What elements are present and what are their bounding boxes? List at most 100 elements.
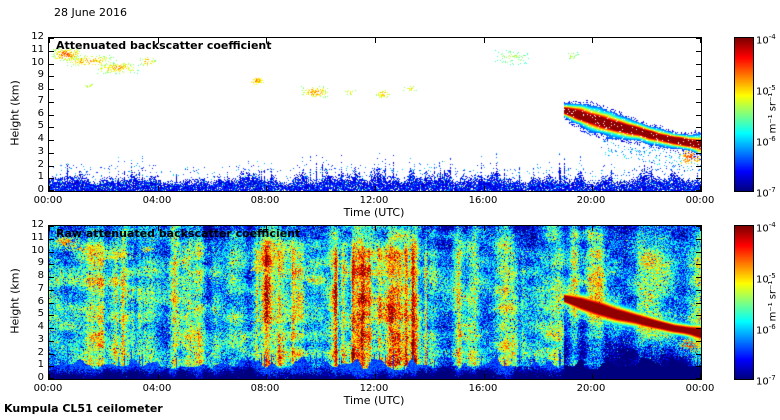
y-axis-tick [49,178,54,179]
x-axis-tick [158,374,159,379]
x-axis-tick [700,226,701,231]
y-tick-label: 6 [37,108,44,119]
y-axis-tick [696,328,701,329]
x-tick-label: 04:00 [142,383,172,394]
y-axis-tick [696,64,701,65]
y-axis-tick [696,366,701,367]
y-axis-tick [49,303,54,304]
heatmap-canvas-top [49,38,701,191]
y-tick-label: 5 [37,308,44,319]
y-axis-tick [49,290,54,291]
x-tick-label: 04:00 [142,195,172,206]
y-tick-label: 8 [37,270,44,281]
x-axis-tick [592,374,593,379]
y-axis-tick [696,252,701,253]
x-axis-tick [266,226,267,231]
y-tick-label: 10 [31,245,44,256]
colorbar-units-top: m⁻¹ sr⁻¹ [767,92,779,134]
x-axis-tick [375,374,376,379]
y-axis-tick [49,366,54,367]
date-label: 28 June 2016 [54,6,127,19]
y-axis-tick [696,102,701,103]
x-tick-label: 08:00 [250,383,280,394]
x-axis-tick [484,186,485,191]
x-axis-tick [700,186,701,191]
y-axis-tick [49,190,54,191]
y-tick-label: 2 [37,159,44,170]
y-tick-label: 3 [37,146,44,157]
y-tick-label: 2 [37,347,44,358]
x-axis-tick [375,226,376,231]
y-axis-tick [696,115,701,116]
y-axis-tick [49,153,54,154]
plot-area-raw: Raw attenuated backscatter coefficient [48,225,702,380]
y-tick-label: 0 [37,372,44,383]
x-tick-label: 16:00 [468,195,498,206]
x-axis-tick [484,38,485,43]
x-tick-label: 08:00 [250,195,280,206]
x-tick-label: 00:00 [685,195,715,206]
x-tick-label: 00:00 [33,195,63,206]
y-tick-label: 12 [31,31,44,42]
y-axis-tick [696,153,701,154]
x-axis-tick [49,38,50,43]
y-axis-tick [696,89,701,90]
y-tick-label: 9 [37,257,44,268]
colorbar-tick-label: 10-5 [756,84,776,98]
x-tick-label: 16:00 [468,383,498,394]
colorbar-tick-label: 10-4 [756,33,776,47]
y-axis-tick [49,341,54,342]
y-tick-label: 3 [37,334,44,345]
y-tick-label: 1 [37,171,44,182]
y-axis-tick [696,315,701,316]
x-axis-tick [266,38,267,43]
x-axis-tick [484,226,485,231]
plot-title-top: Attenuated backscatter coefficient [56,39,272,52]
y-axis-tick [696,127,701,128]
x-tick-label: 00:00 [33,383,63,394]
y-axis-tick [49,76,54,77]
x-axis-tick [700,38,701,43]
x-axis-tick [158,38,159,43]
y-axis-tick [696,166,701,167]
colorbar-top [734,37,754,192]
y-axis-tick [696,178,701,179]
y-tick-label: 9 [37,69,44,80]
colorbar-gradient-bottom [735,226,753,379]
x-tick-label: 20:00 [576,383,606,394]
y-axis-tick [696,76,701,77]
y-axis-tick [49,64,54,65]
x-axis-tick [49,186,50,191]
y-tick-label: 4 [37,133,44,144]
plot-title-bottom: Raw attenuated backscatter coefficient [56,227,301,240]
y-axis-tick [49,102,54,103]
x-axis-tick [158,226,159,231]
y-tick-label: 4 [37,321,44,332]
y-tick-label: 10 [31,57,44,68]
y-axis-tick [696,341,701,342]
colorbar-tick-label: 10-7 [756,374,776,388]
y-tick-label: 11 [31,232,44,243]
instrument-label: Kumpula CL51 ceilometer [4,402,163,415]
y-axis-tick [49,328,54,329]
colorbar-bottom [734,225,754,380]
colorbar-tick-label: 10-6 [756,135,776,149]
x-tick-label: 00:00 [685,383,715,394]
x-axis-tick [375,38,376,43]
y-axis-tick [696,190,701,191]
y-axis-tick [696,354,701,355]
x-tick-label: 12:00 [359,195,389,206]
y-axis-tick [696,277,701,278]
colorbar-gradient-top [735,38,753,191]
colorbar-tick-label: 10-7 [756,186,776,200]
y-axis-tick [49,264,54,265]
colorbar-tick-label: 10-5 [756,272,776,286]
y-axis-tick [696,140,701,141]
y-axis-tick [696,38,701,39]
y-axis-tick [49,127,54,128]
y-tick-label: 8 [37,82,44,93]
y-axis-tick [696,51,701,52]
x-axis-tick [484,374,485,379]
x-axis-tick [592,38,593,43]
colorbar-units-bottom: m⁻¹ sr⁻¹ [767,280,779,322]
